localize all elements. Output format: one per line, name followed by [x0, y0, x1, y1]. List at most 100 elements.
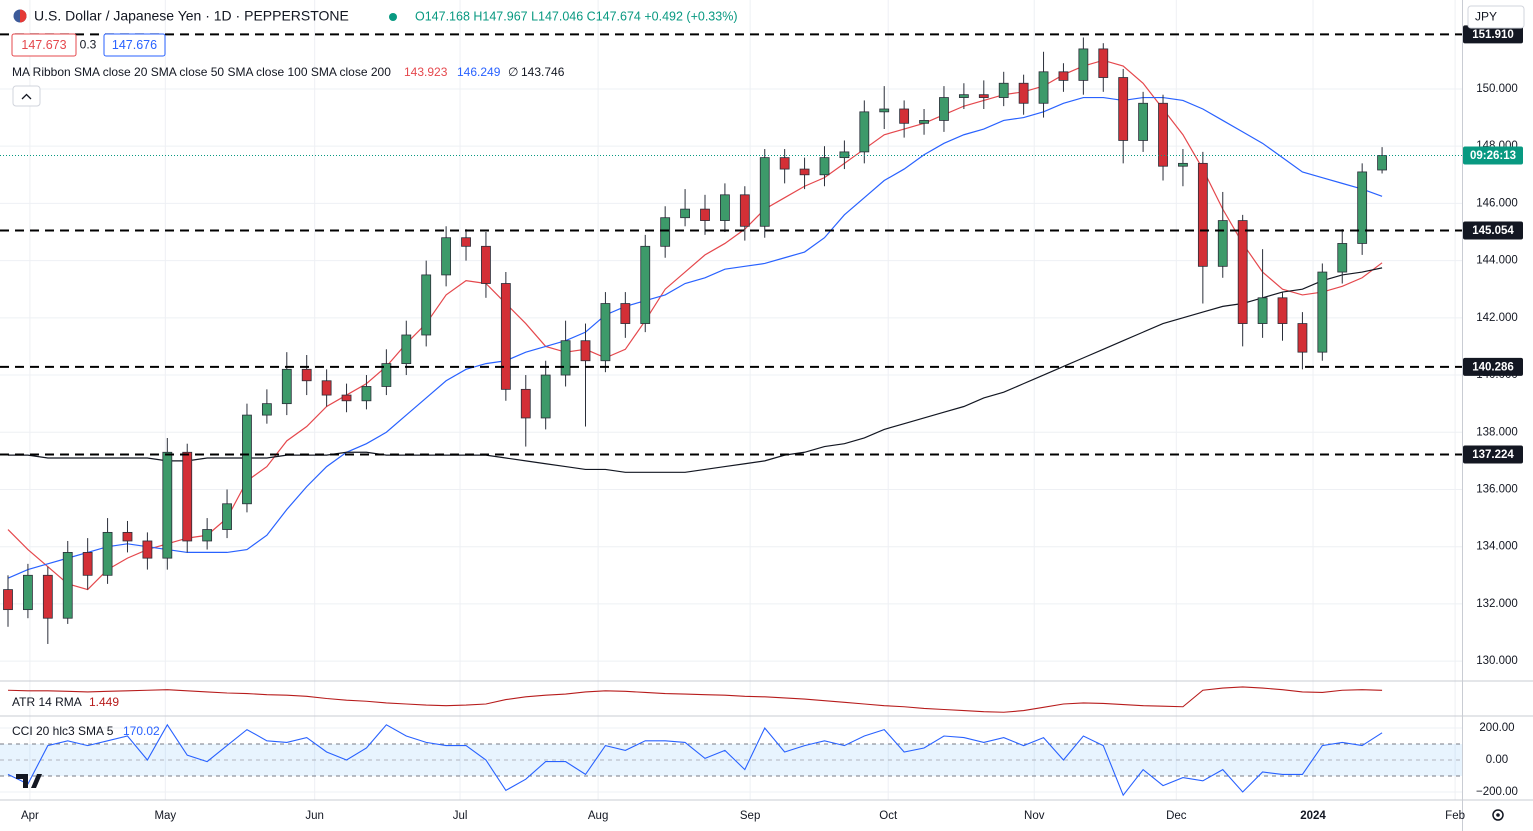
candle-body	[739, 194, 750, 227]
bid-price[interactable]: 147.673	[21, 38, 66, 52]
candle-body	[779, 157, 790, 170]
ma-line	[7, 96, 1383, 579]
logo[interactable]	[16, 774, 42, 788]
candle-body	[3, 589, 13, 611]
candle-body	[1217, 220, 1228, 267]
ohlc-values: O147.168 H147.967 L147.046 C147.674 +0.4…	[415, 9, 737, 23]
candle-body	[500, 283, 511, 390]
level-label-box	[1463, 357, 1523, 376]
candle-body	[421, 274, 432, 336]
atr-label[interactable]: ATR 14 RMA	[12, 695, 82, 709]
cci-tick-label: 0.00	[1486, 754, 1508, 766]
candle-body	[162, 451, 173, 559]
y-tick-label: 130.000	[1476, 655, 1518, 667]
candle-body	[859, 111, 870, 153]
candle-body	[1297, 323, 1308, 353]
currency[interactable]: JPY	[1475, 10, 1497, 24]
candle-body	[1098, 48, 1109, 78]
cci-line	[7, 723, 1383, 797]
level-label: 137.224	[1472, 449, 1514, 461]
candle-body	[939, 97, 949, 121]
candle-body	[182, 451, 193, 542]
candle-body	[1078, 48, 1089, 81]
level-label-box	[1463, 25, 1523, 44]
candle-body	[82, 552, 93, 576]
candle-body	[1257, 297, 1268, 324]
candle-body	[202, 529, 213, 542]
legend-header: U.S. Dollar / Japanese Yen · 1D · PEPPER…	[11, 5, 1525, 738]
y-tick-label: 138.000	[1476, 426, 1518, 438]
y-tick-label: 144.000	[1476, 255, 1518, 267]
x-tick-label: Oct	[879, 810, 898, 822]
candle-body	[660, 217, 671, 247]
settings-icon[interactable]	[1492, 809, 1504, 821]
market-status[interactable]	[389, 13, 397, 21]
x-tick-label: 2024	[1300, 810, 1326, 822]
collapse-button[interactable]	[12, 85, 41, 107]
x-tick-label: Jun	[305, 810, 324, 822]
x-tick-label: Dec	[1166, 810, 1187, 822]
x-tick-label: Apr	[21, 810, 39, 822]
candle-body	[222, 503, 232, 530]
candle-body	[1018, 82, 1029, 104]
candle-body	[1237, 220, 1248, 324]
y-tick-label: 134.000	[1476, 541, 1518, 553]
candle-body	[958, 94, 969, 98]
candle-body	[1377, 155, 1387, 171]
candle-body	[1178, 162, 1188, 167]
cci-tick-label: 200.00	[1479, 722, 1514, 734]
candle-body	[998, 82, 1009, 98]
candle-body	[799, 168, 810, 176]
candle-body	[142, 540, 153, 559]
x-tick-label: Sep	[740, 810, 760, 822]
candle-body	[560, 340, 571, 376]
candle-body	[102, 531, 113, 576]
x-tick-label: Feb	[1445, 810, 1465, 822]
candle-body	[1138, 102, 1149, 141]
candle-body	[301, 368, 312, 382]
ma-line	[8, 267, 1383, 473]
candle-body	[122, 531, 133, 542]
candle-body	[899, 108, 910, 124]
candle-body	[640, 245, 651, 324]
x-tick-label: Nov	[1024, 810, 1045, 822]
grid	[0, 0, 1462, 800]
y-tick-label: 146.000	[1476, 197, 1518, 209]
candle-body	[381, 363, 392, 387]
level-label: 140.286	[1472, 361, 1514, 373]
level-label-box	[1463, 221, 1523, 240]
candle-body	[481, 245, 491, 284]
cci-label[interactable]: CCI 20 hlc3 SMA 5	[12, 724, 114, 738]
x-tick-label: Jul	[453, 810, 468, 822]
sell-button[interactable]	[11, 33, 77, 57]
axes: 130.000132.000134.000136.000138.000140.0…	[21, 25, 1523, 822]
y-tick-label: 136.000	[1476, 484, 1518, 496]
atr-value: 1.449	[89, 695, 119, 709]
ma-value: 143.923	[404, 65, 448, 79]
candle-body	[401, 334, 412, 365]
candle-body	[600, 303, 611, 362]
ma-legend[interactable]: MA Ribbon SMA close 20 SMA close 50 SMA …	[12, 65, 391, 79]
buy-button[interactable]	[103, 33, 166, 57]
candle-body	[1158, 102, 1168, 167]
candle-body	[1038, 71, 1049, 104]
level-label: 145.054	[1472, 225, 1514, 237]
candle-body	[1317, 271, 1328, 353]
candle-body	[261, 403, 272, 416]
ma-value: 146.249	[457, 65, 501, 79]
candle-body	[441, 237, 452, 276]
currency-button[interactable]	[1467, 5, 1525, 29]
candle-body	[23, 574, 33, 611]
candle-body	[700, 208, 710, 221]
y-tick-label: 150.000	[1476, 83, 1518, 95]
symbol-flag	[20, 9, 27, 23]
candle-body	[341, 394, 352, 402]
countdown: 09:26:13	[1470, 150, 1516, 162]
y-tick-label: 132.000	[1476, 598, 1518, 610]
candle-body	[1058, 71, 1069, 81]
ma-value: 143.746	[521, 65, 565, 79]
ask-price[interactable]: 147.676	[112, 38, 157, 52]
candle-body	[321, 380, 332, 396]
symbol-title[interactable]: U.S. Dollar / Japanese Yen · 1D · PEPPER…	[34, 8, 349, 24]
candle-body	[540, 374, 551, 419]
